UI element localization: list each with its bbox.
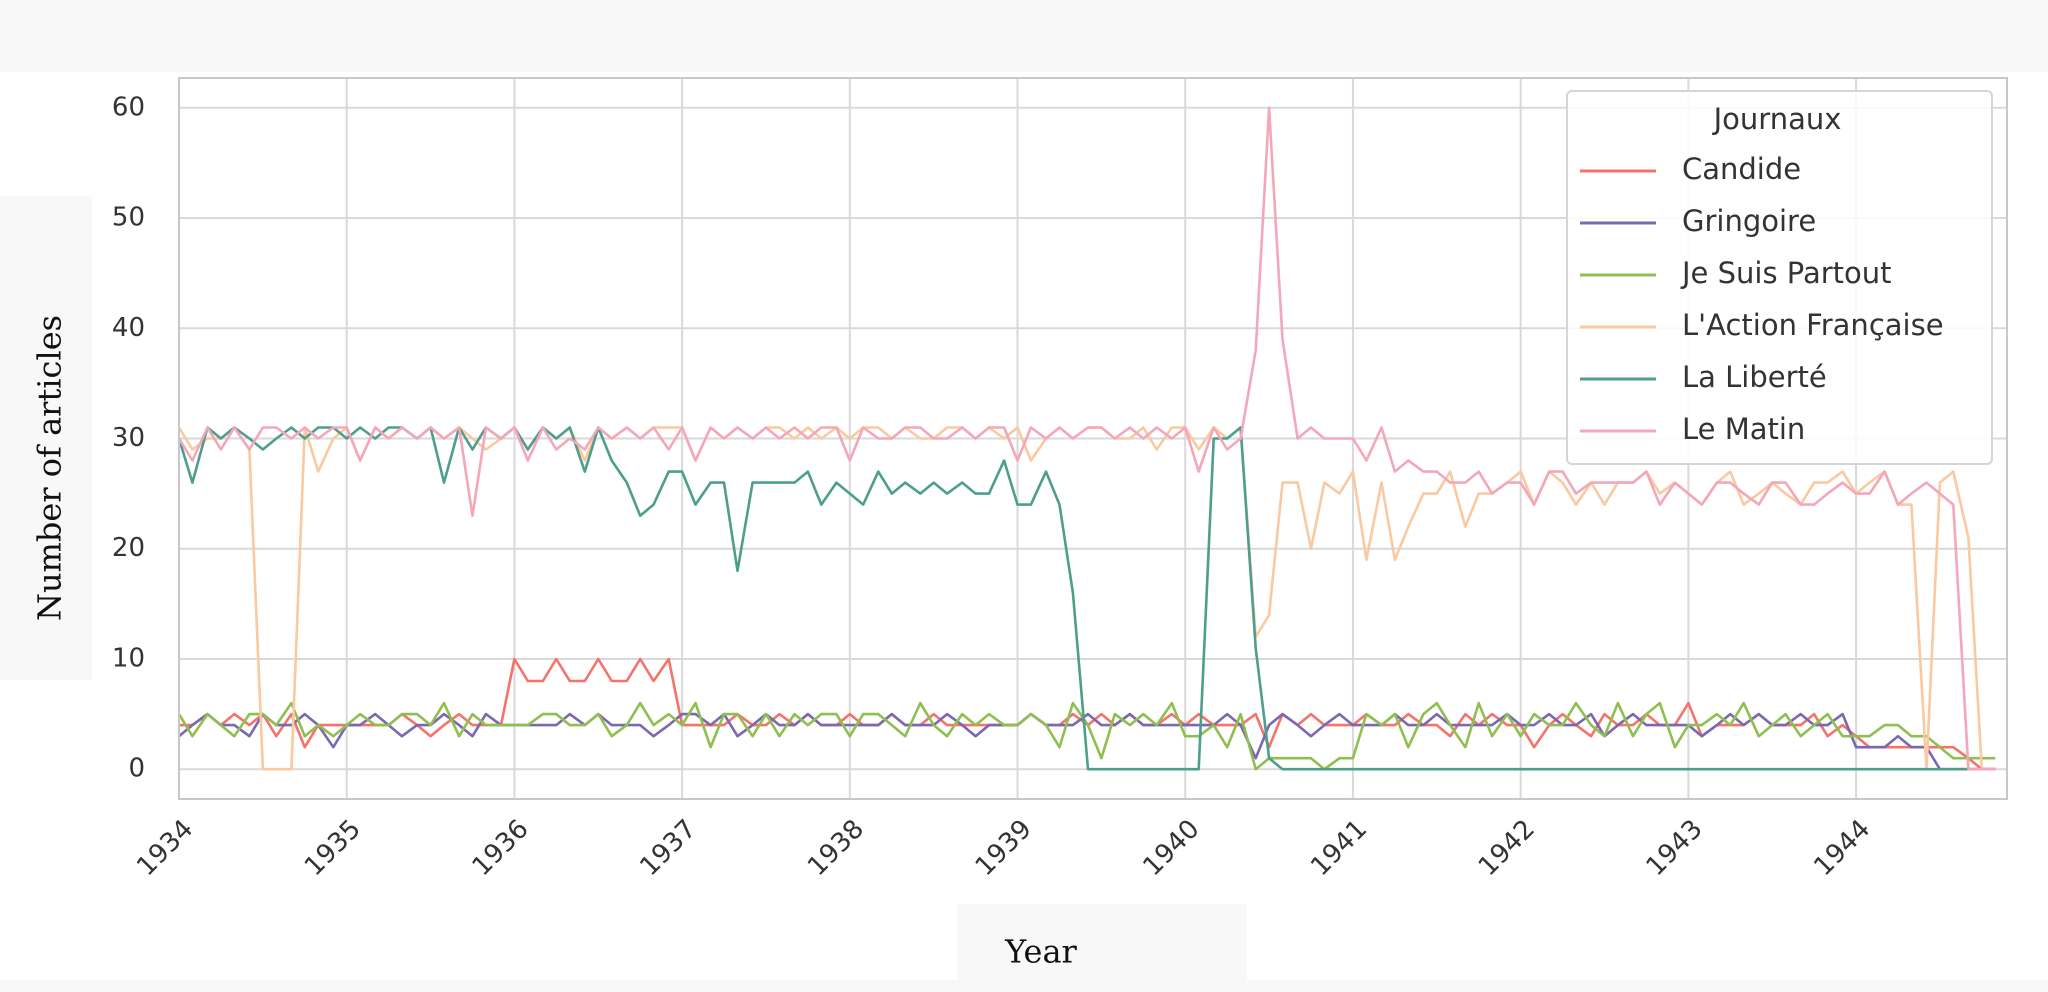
legend-label: Je Suis Partout xyxy=(1680,256,1892,290)
legend-box xyxy=(1566,90,1993,465)
legend-label: Le Matin xyxy=(1682,412,1805,446)
x-tick-label: 1936 xyxy=(467,814,535,882)
legend-title: Journaux xyxy=(1712,102,1842,136)
y-tick-label: 50 xyxy=(112,203,145,233)
legend-label: Candide xyxy=(1682,152,1801,186)
y-tick-label: 30 xyxy=(112,423,145,453)
x-tick-label: 1939 xyxy=(970,814,1038,882)
x-tick-label: 1938 xyxy=(802,814,870,882)
x-tick-label: 1941 xyxy=(1305,814,1373,882)
legend-label: Gringoire xyxy=(1682,204,1816,238)
x-tick-label: 1935 xyxy=(299,814,367,882)
series-line xyxy=(177,701,1996,771)
x-tick-label: 1937 xyxy=(634,814,702,882)
plot-frame xyxy=(178,77,2008,800)
series-line xyxy=(177,426,1996,771)
x-tick-label: 1942 xyxy=(1473,814,1541,882)
y-tick-label: 20 xyxy=(112,533,145,563)
x-tick-label: 1934 xyxy=(131,814,199,882)
lines xyxy=(177,106,1996,771)
y-axis-label: Number of articles xyxy=(31,315,69,621)
x-tick-label: 1944 xyxy=(1808,814,1876,882)
series-line xyxy=(177,106,1996,771)
x-axis-label: Year xyxy=(1004,933,1077,971)
legend: Journaux Candide Gringoire Je Suis Partout L… xyxy=(1566,90,1993,465)
top-band xyxy=(0,0,2048,72)
y-tick-label: 40 xyxy=(112,313,145,343)
bottom-band xyxy=(0,980,2048,992)
x-tick-label: 1940 xyxy=(1137,814,1205,882)
legend-label: L'Action Française xyxy=(1682,308,1944,342)
legend-label: La Liberté xyxy=(1682,360,1827,394)
x-tick-label: 1943 xyxy=(1641,814,1709,882)
x-label-box xyxy=(957,904,1247,980)
y-tick-label: 0 xyxy=(128,754,145,784)
y-tick-label: 10 xyxy=(112,643,145,673)
y-tick-label: 60 xyxy=(112,92,145,122)
y-label-box xyxy=(0,196,92,680)
